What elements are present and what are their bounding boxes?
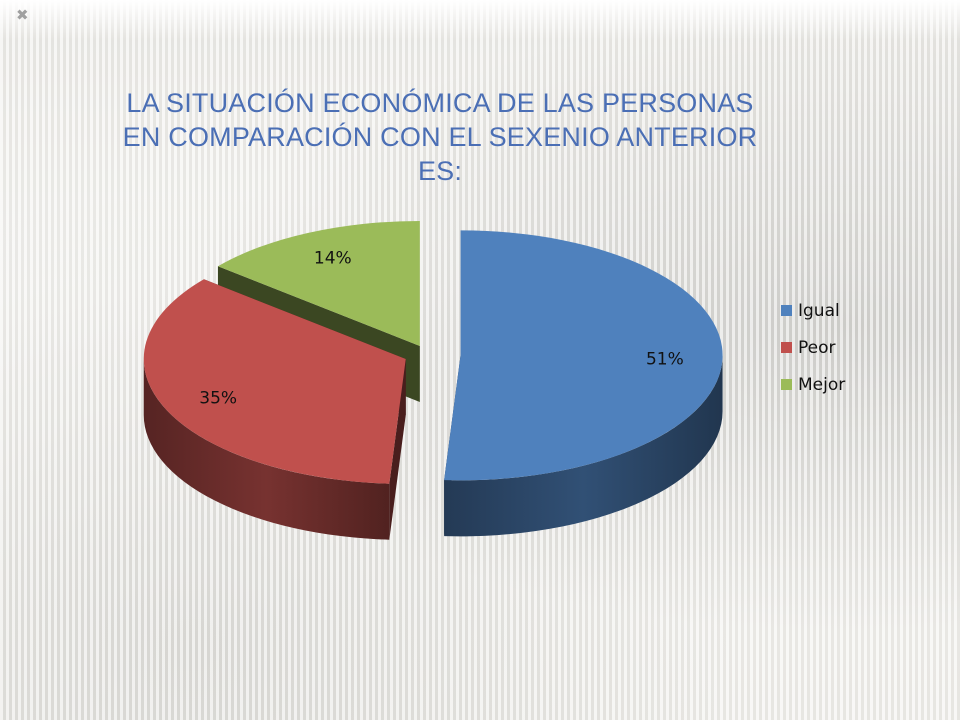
pie-slice-side [444,355,723,537]
slide-background-highlight [0,0,960,40]
legend-swatch-peor [781,342,792,353]
pie-slice-top [143,279,406,484]
legend-swatch-igual [781,305,792,316]
pie-slices [143,220,723,540]
legend-label-peor: Peor [798,338,836,358]
pie-slice-igual [444,230,723,537]
pie-slice-top [217,220,420,346]
data-label-peor: 35% [199,389,237,409]
data-label-igual: 51% [646,349,684,369]
legend-label-mejor: Mejor [798,375,845,395]
legend-swatch-mejor [781,379,792,390]
legend-label-igual: Igual [798,301,840,321]
chart-title: LA SITUACIÓN ECONÓMICA DE LAS PERSONAS E… [122,88,758,186]
close-icon: ✖ [16,6,29,24]
pie-slice-peor [143,279,406,540]
data-labels: 14% 51% 35% [199,249,683,409]
pie-slice-side [143,358,390,540]
data-label-mejor: 14% [314,249,352,269]
legend: Igual Peor Mejor [781,301,845,395]
pie-slice-top [444,230,723,481]
